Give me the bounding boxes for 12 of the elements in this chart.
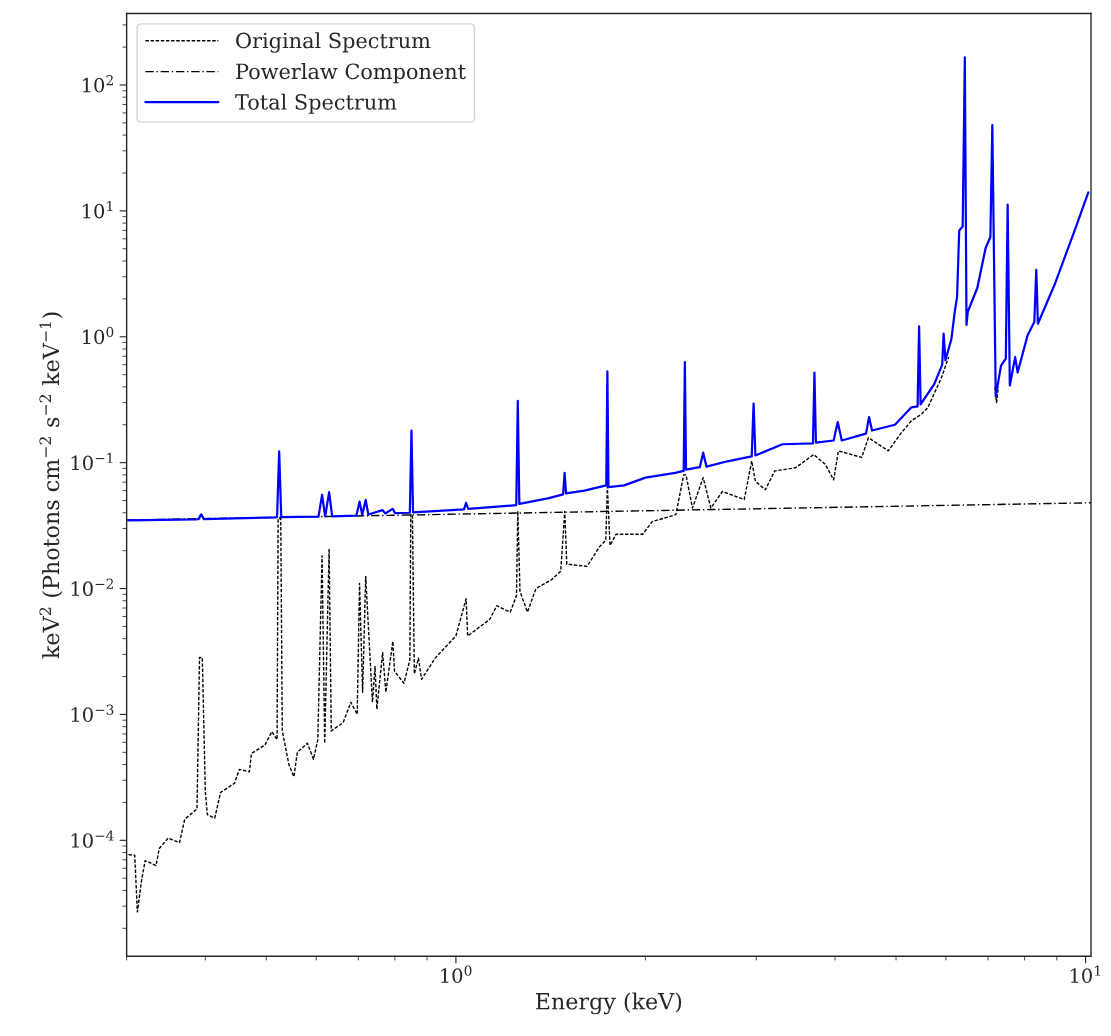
y-tick-label: 10$^{0}$ (83, 326, 114, 345)
legend-label: Powerlaw Component (236, 63, 466, 84)
y-tick-label: 10$^{−4}$ (71, 830, 114, 848)
y-tick-label: 10$^{−3}$ (71, 704, 114, 722)
y-tick-label: 10$^{1}$ (83, 200, 113, 219)
y-tick-label: 10$^{−1}$ (71, 452, 113, 471)
y-tick-label: 10$^{−2}$ (71, 578, 113, 597)
x-axis-title: Energy (keV) (535, 992, 682, 1015)
legend-label: Total Spectrum (235, 93, 397, 114)
legend-label: Original Spectrum (236, 32, 431, 53)
y-tick-label: 10$^{2}$ (83, 75, 113, 93)
text: keV$^{2}$ (Photons cm$^{−2}$ s$^{−2}$ keV$^{−1}$) (39, 312, 63, 659)
